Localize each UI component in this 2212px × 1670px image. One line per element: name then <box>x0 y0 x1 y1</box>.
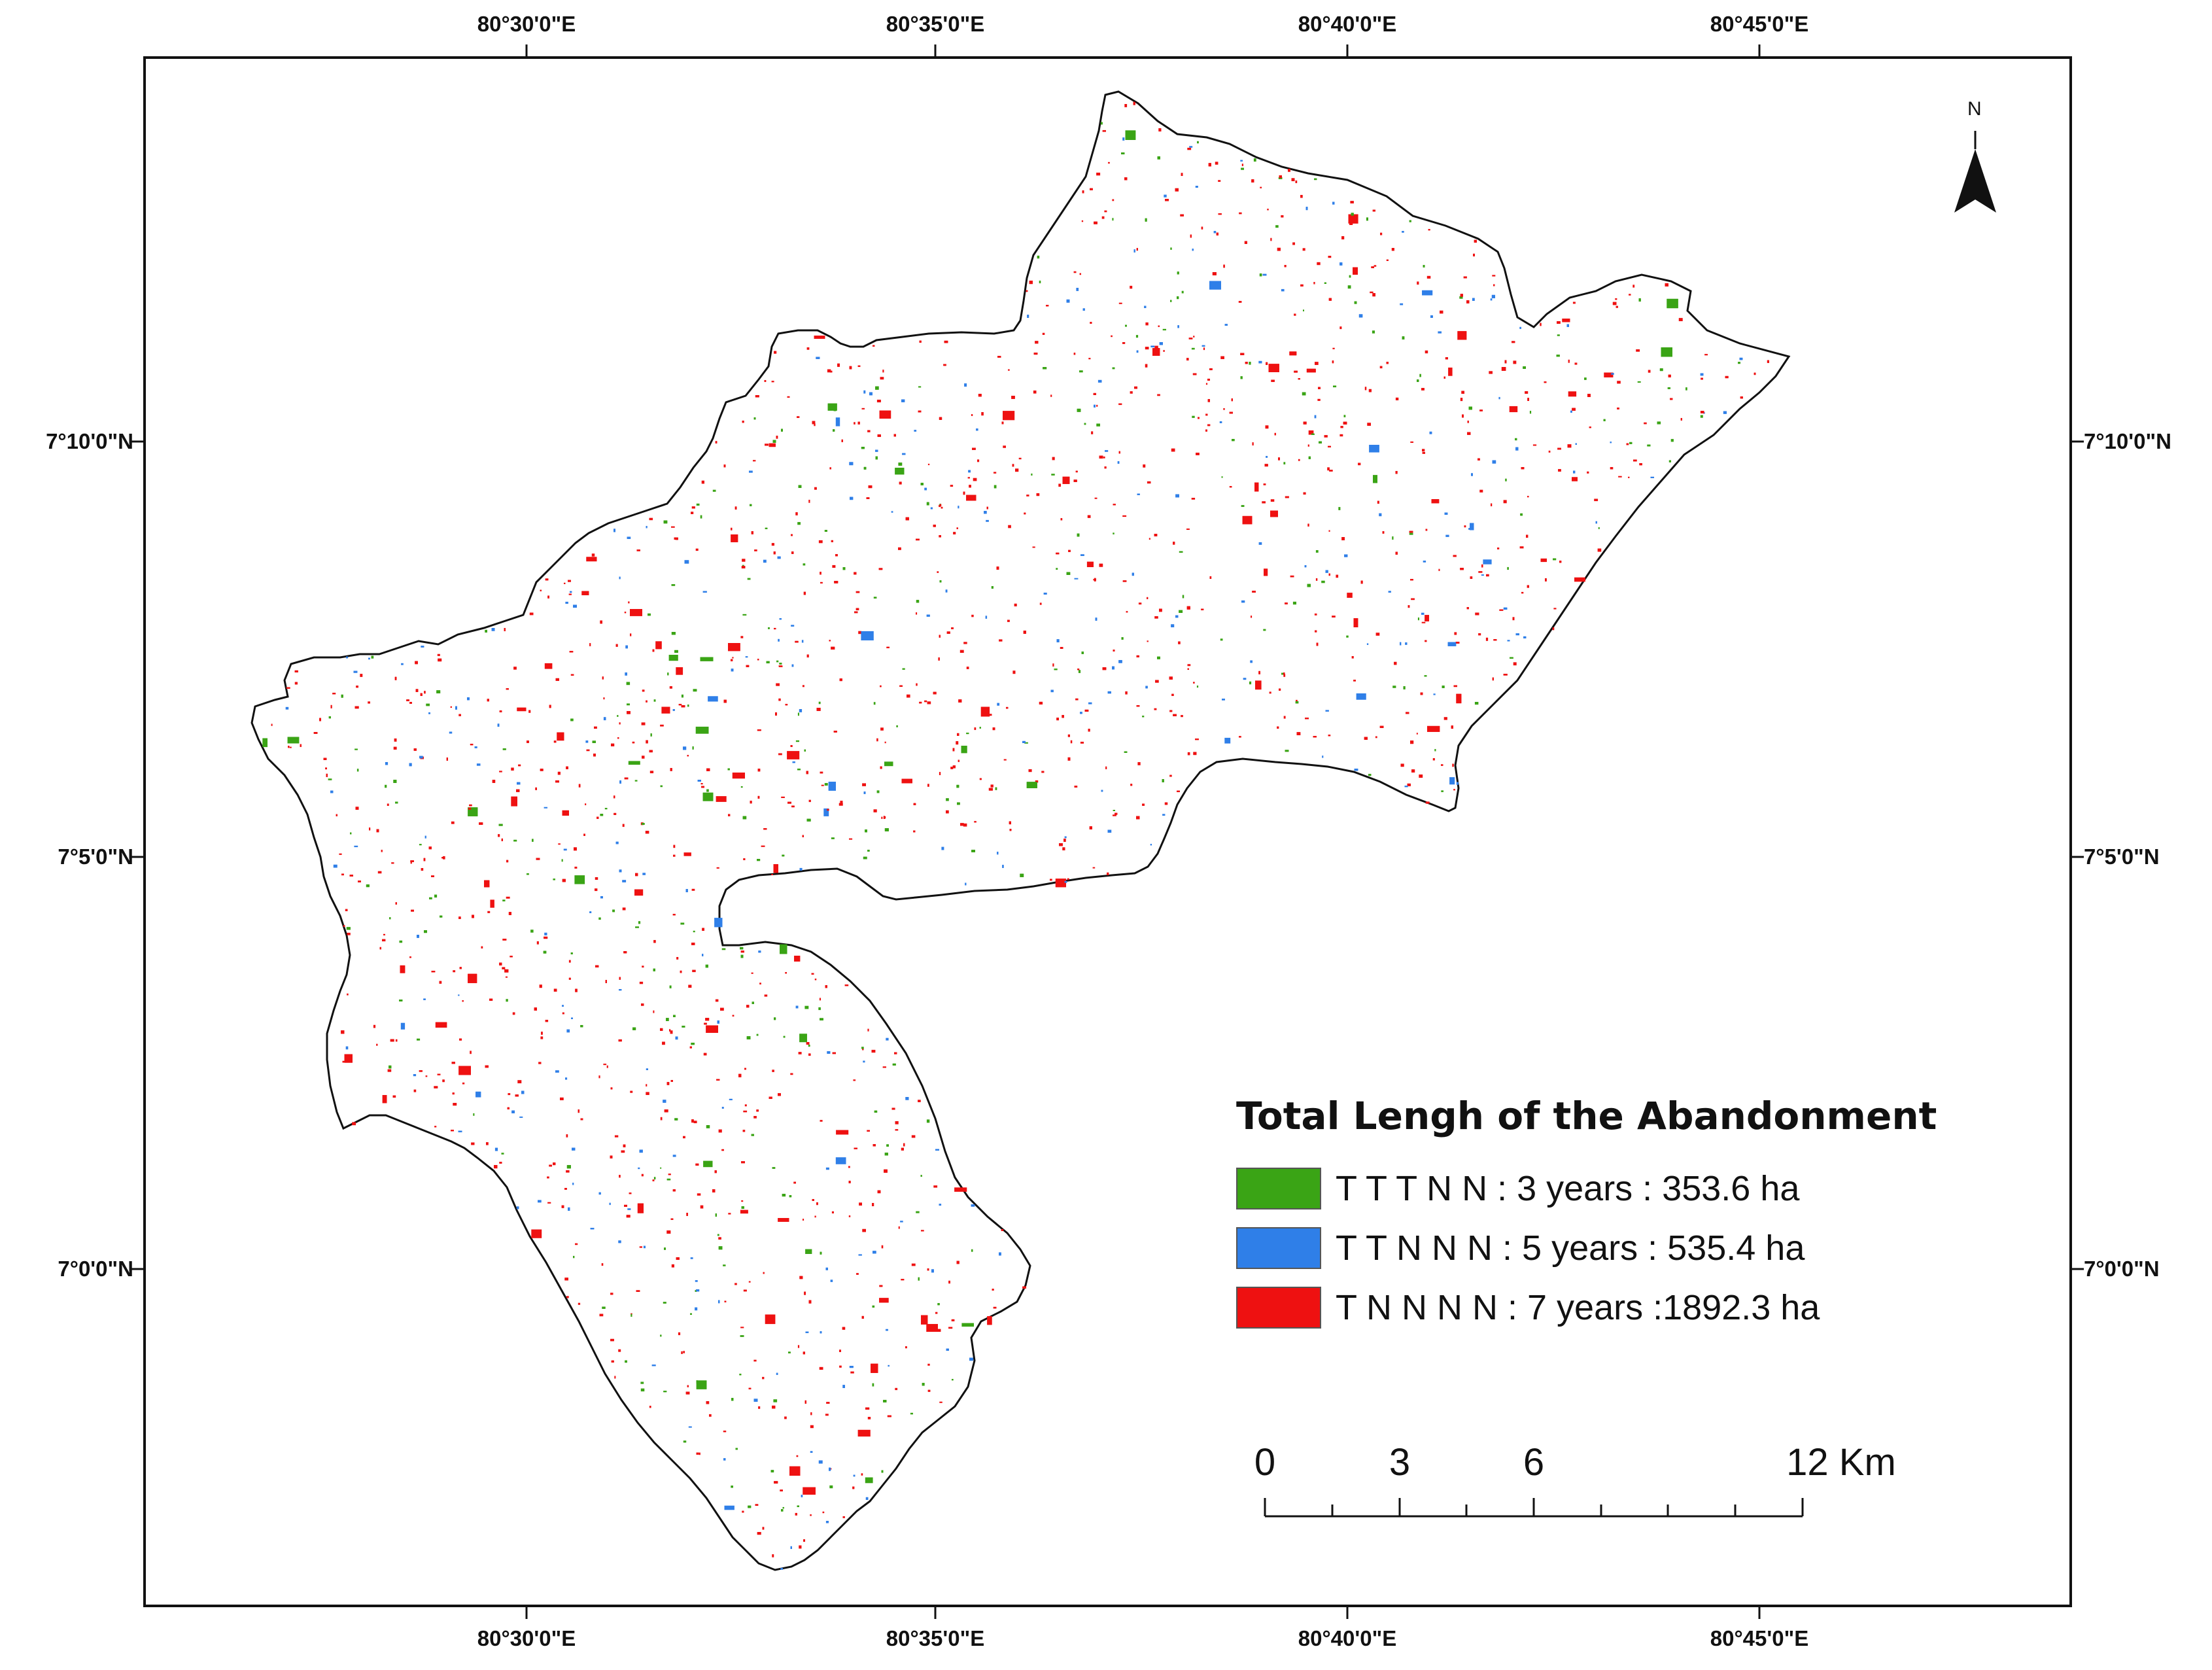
scale-label-3: 3 <box>1389 1441 1411 1484</box>
abandonment-patches <box>262 101 1769 1570</box>
tick-top-1: 80°30'0"E <box>477 12 576 36</box>
legend-swatch-blue <box>1236 1227 1321 1269</box>
tick-top-2: 80°35'0"E <box>886 12 985 36</box>
tick-top-3: 80°40'0"E <box>1298 12 1397 36</box>
legend-item-5-years: T T N N N : 5 years : 535.4 ha <box>1236 1225 1805 1271</box>
legend-title: Total Lengh of the Abandonment <box>1236 1094 1937 1138</box>
scale-label-6: 6 <box>1523 1441 1545 1484</box>
tick-bottom-4: 80°45'0"E <box>1710 1626 1809 1650</box>
tick-right-1: 7°10'0"N <box>2084 429 2171 453</box>
north-arrow-icon <box>1954 131 1996 213</box>
tick-bottom-1: 80°30'0"E <box>477 1626 576 1650</box>
north-label: N <box>1967 98 1982 120</box>
frame-ticks <box>131 44 2084 1619</box>
tick-bottom-2: 80°35'0"E <box>886 1626 985 1650</box>
tick-right-2: 7°5'0"N <box>2084 844 2160 869</box>
tick-bottom-3: 80°40'0"E <box>1298 1626 1397 1650</box>
tick-right-3: 7°0'0"N <box>2084 1257 2160 1281</box>
legend-swatch-green <box>1236 1168 1321 1209</box>
legend-item-3-years: T T T N N : 3 years : 353.6 ha <box>1236 1166 1799 1211</box>
study-area-boundary <box>251 90 1791 1571</box>
legend-item-7-years: T N N N N : 7 years :1892.3 ha <box>1236 1285 1820 1331</box>
tick-top-4: 80°45'0"E <box>1710 12 1809 36</box>
legend-swatch-red <box>1236 1287 1321 1329</box>
legend-label: T T T N N : 3 years : 353.6 ha <box>1336 1169 1800 1208</box>
scale-label-12: 12 Km <box>1786 1441 1896 1484</box>
legend-label: T T N N N : 5 years : 535.4 ha <box>1336 1228 1805 1268</box>
legend-label: T N N N N : 7 years :1892.3 ha <box>1336 1288 1820 1327</box>
tick-left-3: 7°0'0"N <box>58 1257 133 1281</box>
scale-bar <box>1264 1498 1804 1518</box>
tick-left-1: 7°10'0"N <box>46 429 133 453</box>
tick-left-2: 7°5'0"N <box>58 844 133 869</box>
scale-label-0: 0 <box>1254 1441 1276 1484</box>
